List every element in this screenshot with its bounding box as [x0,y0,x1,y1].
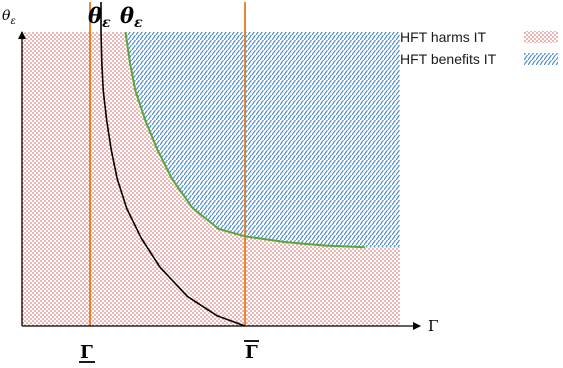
legend: HFT harms IT HFT benefits IT [400,29,558,67]
threshold-lines-layer [89,2,246,326]
svg-text:Γ: Γ [245,342,258,363]
region-hft-benefits-it [125,32,401,248]
black-curve-label: θε [88,3,111,31]
y-axis-label: θε [2,8,16,27]
curve-upper-threshold-curve [124,31,365,249]
svg-text:HFT benefits IT: HFT benefits IT [400,51,497,67]
svg-text:HFT harms IT: HFT harms IT [400,29,487,45]
tick-label-gamma-lower: Γ [79,342,95,363]
tick-label-gamma-upper: Γ [244,340,259,363]
legend-item-benefits: HFT benefits IT [400,51,558,67]
green-curve-label: θε [120,3,143,31]
curves-layer [100,2,365,327]
regions-layer [22,32,401,326]
legend-swatch-dots [524,31,558,43]
legend-item-harms: HFT harms IT [400,29,558,45]
svg-text:Γ: Γ [80,342,93,363]
curve-lower-threshold-curve [100,2,246,327]
x-axis-label: Γ [428,317,438,335]
legend-swatch-hatch [524,53,558,65]
